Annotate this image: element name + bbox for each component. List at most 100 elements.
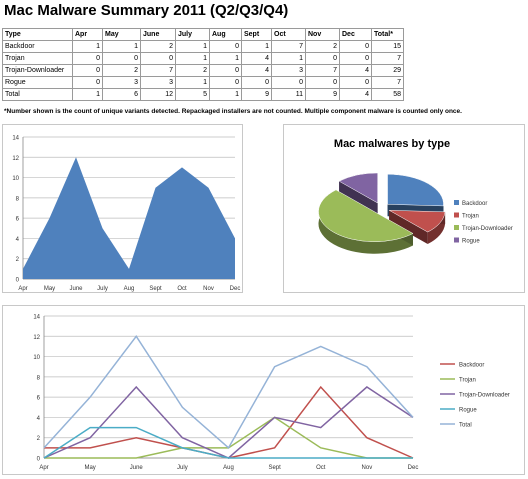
- legend-swatch: [454, 225, 459, 230]
- table-cell: 1: [242, 41, 272, 53]
- table-cell: 0: [103, 53, 141, 65]
- table-cell: 0: [306, 53, 340, 65]
- table-cell: 3: [103, 77, 141, 89]
- line-chart: 02468101214BackdoorTrojanTrojan-Download…: [3, 306, 524, 474]
- column-header: Sept: [242, 29, 272, 41]
- pie-slice: [388, 174, 444, 206]
- table-cell: 9: [306, 89, 340, 101]
- series-line: [44, 336, 413, 448]
- area-x-tick-label: June: [69, 286, 83, 292]
- table-cell: 1: [176, 53, 210, 65]
- table-cell: 6: [103, 89, 141, 101]
- column-header: May: [103, 29, 141, 41]
- table-cell: 2: [141, 41, 176, 53]
- table-cell: Trojan-Downloader: [3, 65, 73, 77]
- table-cell: 0: [306, 77, 340, 89]
- table-cell: 1: [210, 53, 242, 65]
- line-y-tick-label: 0: [37, 457, 41, 463]
- table-cell: 1: [210, 89, 242, 101]
- legend-label: Backdoor: [459, 363, 484, 369]
- legend-label: Trojan: [462, 214, 479, 220]
- table-cell: 9: [242, 89, 272, 101]
- line-x-tick-label: Nov: [362, 465, 373, 471]
- line-y-tick-label: 8: [37, 375, 41, 381]
- table-cell: 1: [103, 41, 141, 53]
- table-cell: 0: [73, 77, 103, 89]
- column-header: Type: [3, 29, 73, 41]
- table-cell: 7: [372, 53, 404, 65]
- table-cell: 0: [73, 65, 103, 77]
- page-title: Mac Malware Summary 2011 (Q2/Q3/Q4): [4, 2, 288, 19]
- table-cell: 3: [141, 77, 176, 89]
- table-cell: 0: [340, 77, 372, 89]
- table-cell: 0: [340, 53, 372, 65]
- table-cell: 7: [141, 65, 176, 77]
- table-cell: 0: [210, 41, 242, 53]
- table-cell: 12: [141, 89, 176, 101]
- table-cell: 29: [372, 65, 404, 77]
- column-header: Total*: [372, 29, 404, 41]
- table-cell: 11: [272, 89, 306, 101]
- table-cell: 1: [176, 77, 210, 89]
- table-cell: 0: [73, 53, 103, 65]
- table-cell: 3: [272, 65, 306, 77]
- table-cell: 7: [306, 65, 340, 77]
- table-cell: 7: [272, 41, 306, 53]
- table-cell: 0: [272, 77, 306, 89]
- table-cell: 58: [372, 89, 404, 101]
- table-cell: 15: [372, 41, 404, 53]
- table-cell: Backdoor: [3, 41, 73, 53]
- area-x-tick-label: Dec: [230, 286, 241, 292]
- table-cell: Rogue: [3, 77, 73, 89]
- legend-swatch: [454, 200, 459, 205]
- table-cell: 4: [242, 65, 272, 77]
- series-line: [44, 428, 413, 458]
- line-x-tick-label: June: [130, 465, 144, 471]
- line-x-tick-label: Sept: [268, 465, 281, 471]
- table-cell: 5: [176, 89, 210, 101]
- area-x-tick-label: May: [44, 286, 55, 292]
- line-y-tick-label: 10: [33, 355, 40, 361]
- area-x-tick-label: Nov: [203, 286, 214, 292]
- area-y-tick-label: 14: [12, 136, 19, 142]
- line-y-tick-label: 6: [37, 396, 41, 402]
- line-y-tick-label: 2: [37, 436, 41, 442]
- column-header: Nov: [306, 29, 340, 41]
- table-cell: 0: [340, 41, 372, 53]
- legend-label: Rogue: [462, 239, 480, 245]
- column-header: Apr: [73, 29, 103, 41]
- area-x-tick-label: Apr: [18, 286, 27, 292]
- table-cell: Trojan: [3, 53, 73, 65]
- column-header: Oct: [272, 29, 306, 41]
- table-cell: 2: [103, 65, 141, 77]
- line-x-tick-label: Aug: [223, 465, 234, 471]
- table-cell: 2: [176, 65, 210, 77]
- pie-chart: Mac malwares by typeBackdoorTrojanTrojan…: [284, 125, 524, 292]
- table-cell: 2: [306, 41, 340, 53]
- line-x-tick-label: July: [177, 465, 188, 471]
- pie-title: Mac malwares by type: [334, 138, 450, 150]
- legend-label: Rogue: [459, 408, 477, 414]
- table-cell: Total: [3, 89, 73, 101]
- area-y-tick-label: 0: [16, 278, 20, 284]
- column-header: Dec: [340, 29, 372, 41]
- column-header: Aug: [210, 29, 242, 41]
- line-x-tick-label: Oct: [316, 465, 326, 471]
- area-y-tick-label: 10: [12, 176, 19, 182]
- footnote: *Number shown is the count of unique var…: [4, 108, 462, 115]
- line-x-tick-label: Apr: [39, 465, 48, 471]
- table-cell: 4: [340, 65, 372, 77]
- line-y-tick-label: 4: [37, 416, 41, 422]
- column-header: July: [176, 29, 210, 41]
- area-y-tick-label: 8: [16, 196, 20, 202]
- legend-label: Total: [459, 423, 472, 429]
